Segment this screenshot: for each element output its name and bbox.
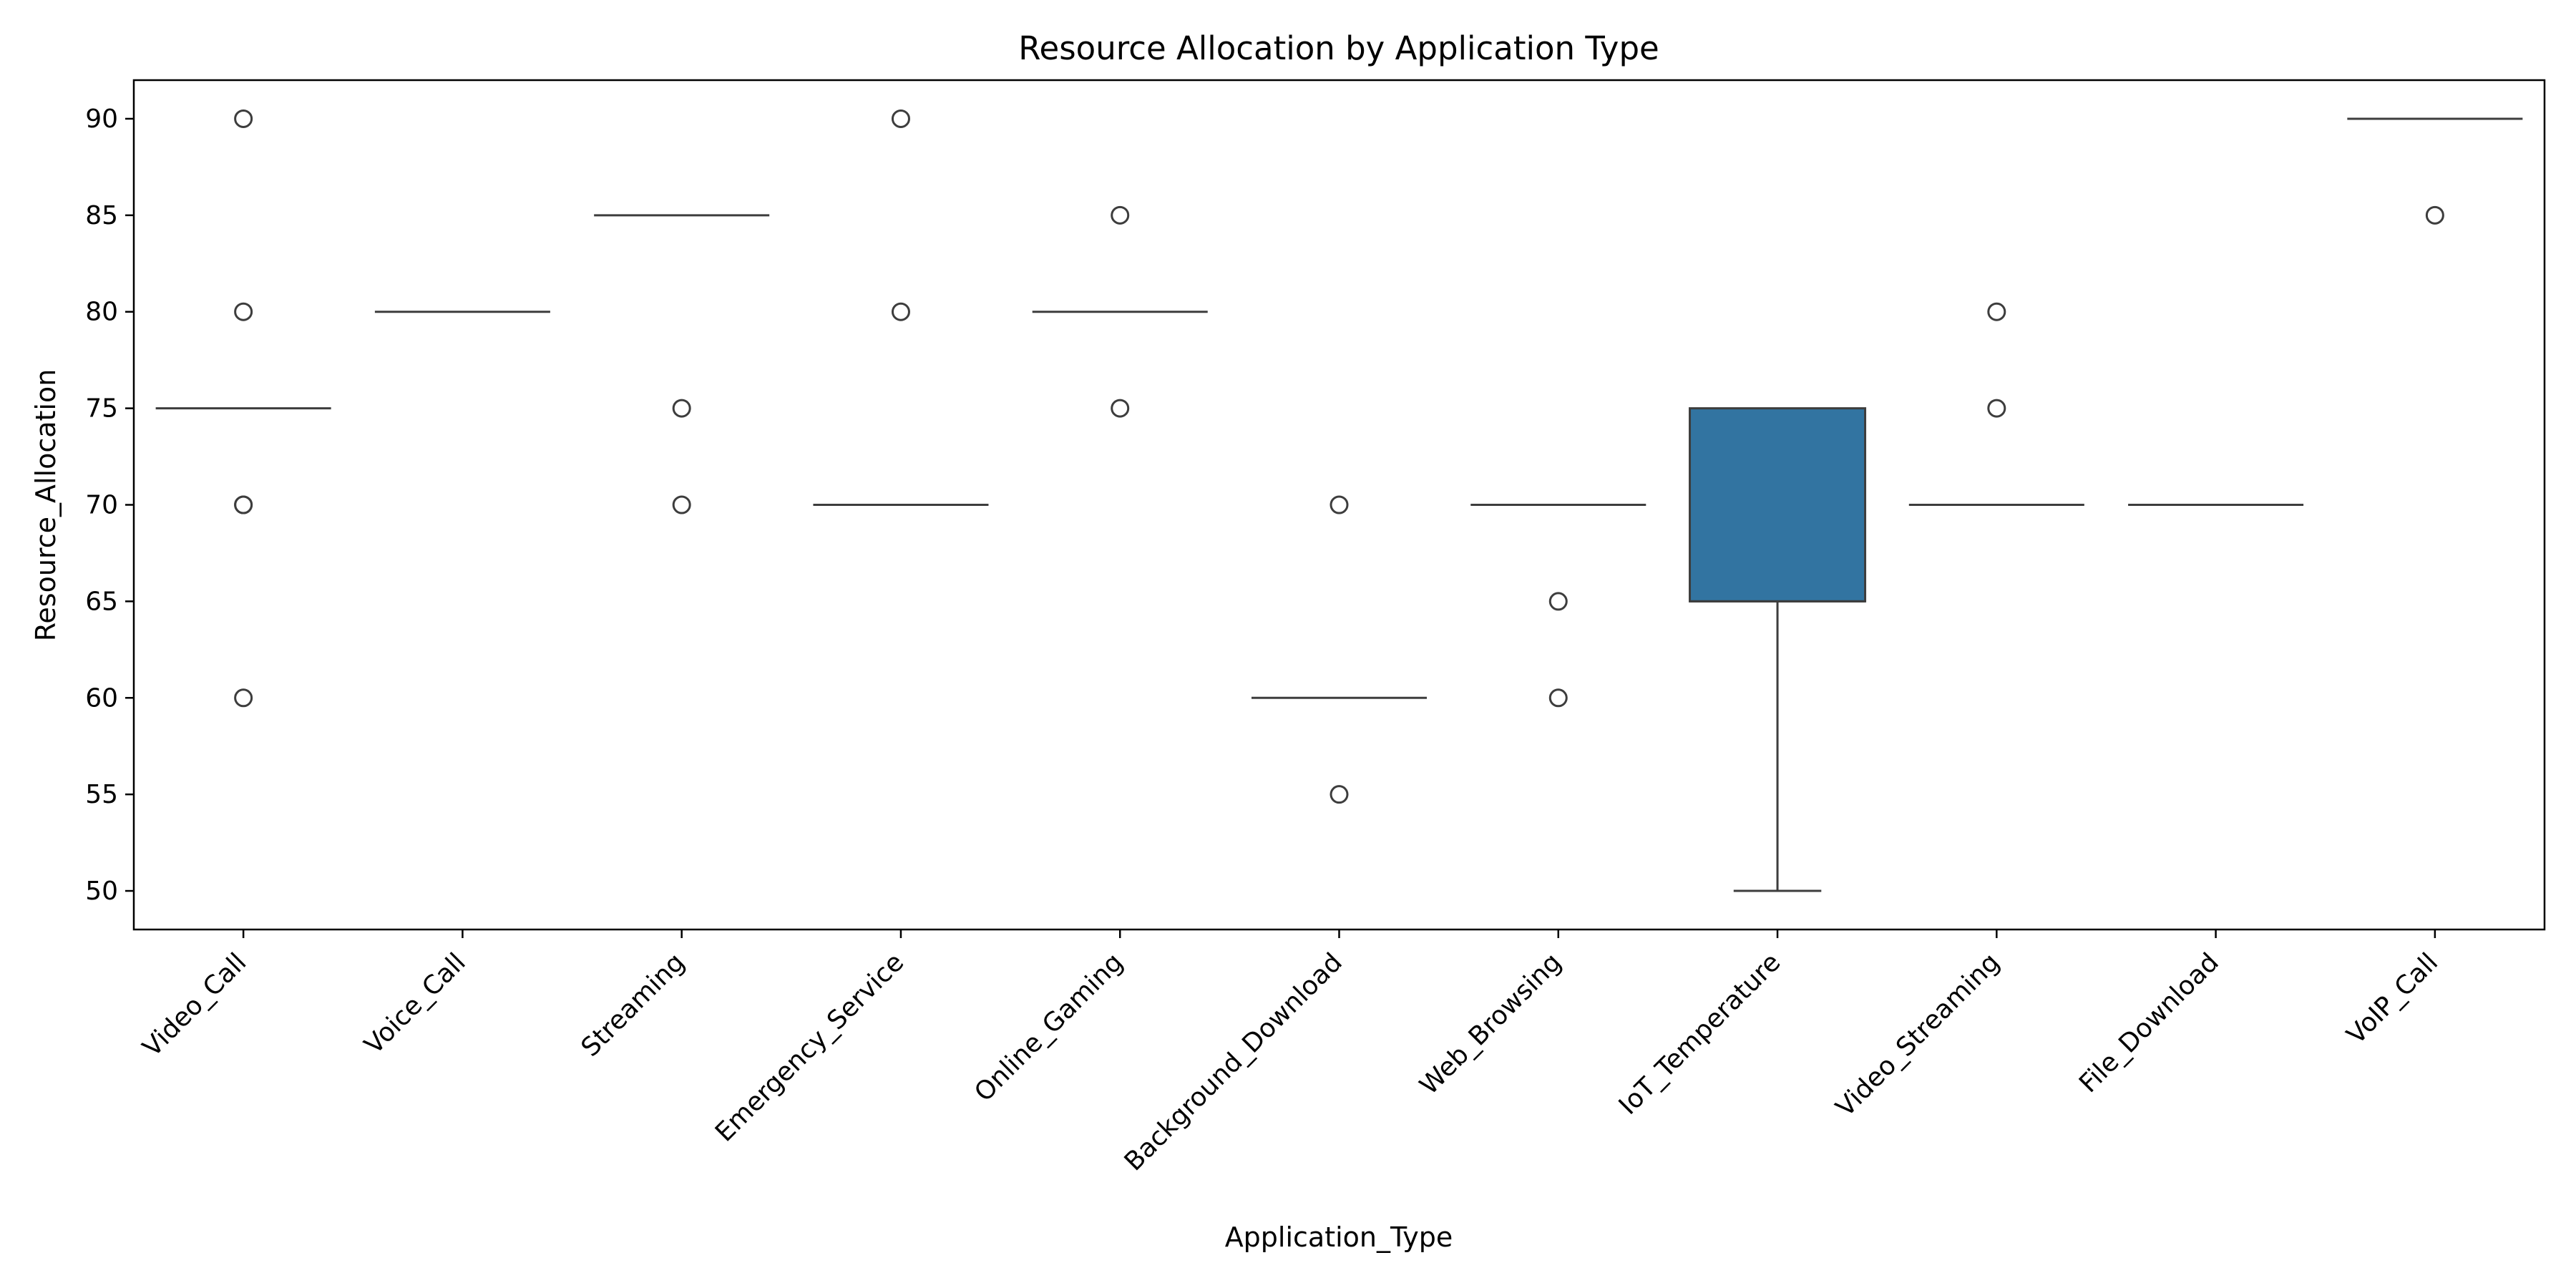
outlier-point bbox=[234, 688, 253, 708]
y-tick-label: 60 bbox=[85, 683, 118, 713]
box-group bbox=[594, 214, 770, 514]
y-tick-label: 55 bbox=[85, 780, 118, 809]
y-axis: 50 55 60 65 70 75 80 85 90 bbox=[85, 104, 134, 906]
outlier-point bbox=[234, 109, 253, 128]
box-group bbox=[2347, 117, 2523, 225]
y-tick-label: 50 bbox=[85, 877, 118, 906]
y-tick-label: 65 bbox=[85, 587, 118, 616]
y-tick-label: 75 bbox=[85, 394, 118, 424]
outlier-point bbox=[1111, 205, 1130, 225]
outlier-point bbox=[234, 495, 253, 514]
box-group bbox=[155, 109, 331, 708]
outlier-point bbox=[672, 495, 691, 514]
box-group bbox=[1032, 205, 1208, 418]
outlier-point bbox=[1548, 592, 1568, 611]
plot-frame bbox=[132, 79, 2546, 931]
outlier-point bbox=[672, 399, 691, 418]
outlier-point bbox=[891, 302, 910, 321]
box-group bbox=[1689, 407, 1867, 892]
box-iqr bbox=[1689, 407, 1867, 602]
box-group bbox=[1908, 302, 2084, 506]
outlier-point bbox=[1987, 399, 2006, 418]
box-group bbox=[1470, 504, 1646, 708]
outlier-point bbox=[1548, 688, 1568, 708]
box-group bbox=[1251, 495, 1428, 804]
outlier-point bbox=[234, 302, 253, 321]
y-tick-label: 85 bbox=[85, 201, 118, 230]
outlier-point bbox=[1111, 399, 1130, 418]
outlier-point bbox=[1330, 785, 1349, 804]
y-axis-label: Resource_Allocation bbox=[30, 369, 62, 642]
outlier-point bbox=[1987, 302, 2006, 321]
y-tick-label: 70 bbox=[85, 491, 118, 520]
chart-title: Resource Allocation by Application Type bbox=[1018, 29, 1659, 67]
box-group bbox=[813, 109, 989, 506]
outlier-point bbox=[2425, 205, 2444, 225]
y-tick-label: 80 bbox=[85, 298, 118, 327]
outlier-point bbox=[891, 109, 910, 128]
outlier-point bbox=[1330, 495, 1349, 514]
x-axis-label: Application_Type bbox=[1225, 1221, 1453, 1253]
plot-area bbox=[155, 109, 2523, 892]
y-tick-label: 90 bbox=[85, 104, 118, 134]
